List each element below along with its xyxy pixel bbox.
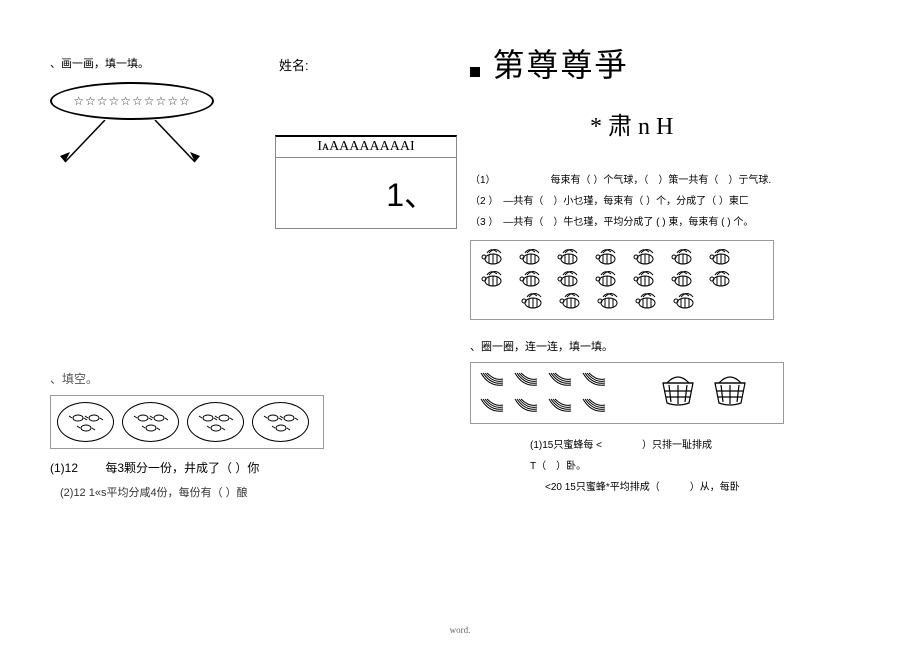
bee-question-1b: T（ ）卧。: [530, 457, 900, 472]
numbered-list: （1） 每束有（ ）个气球，（ ）策一共有（ ）亍气球. （2 ） —共有（ ）…: [470, 171, 900, 232]
fill-label: 、填空。: [50, 370, 450, 387]
list-line-3: （3 ） —共有（ ）牛乜瑾，平均分成了 ( ) 東，每束有 ( ) 个。: [470, 213, 900, 232]
bee-icon: [515, 269, 547, 289]
bee-icon: [593, 291, 625, 311]
a-row-text: IᴀAAAAAAAAI: [276, 137, 456, 158]
a-box: IᴀAAAAAAAAI 1、: [275, 135, 457, 229]
candy-group: [122, 402, 179, 442]
bee-icon: [705, 269, 737, 289]
bee-row: [517, 291, 767, 311]
right-subtitle: * 肃 n H: [590, 106, 900, 141]
list-line-2: （2 ） —共有（ ）小乜瑾，每束有（ ）个，分成了（ ）東匚: [470, 192, 900, 211]
circle-label: 、圈一圈，连一连，填一填。: [470, 338, 900, 354]
bee-question-1: (1)15只蜜蜂每 < ）只排一耻排成: [530, 436, 900, 451]
banana-icon: [477, 369, 507, 391]
bullet-icon: [470, 67, 480, 77]
candy-row: [50, 395, 324, 449]
bananas: [477, 369, 637, 417]
banana-icon: [511, 395, 541, 417]
bee-icon: [669, 291, 701, 311]
bee-row: [477, 247, 767, 267]
bee-icon: [591, 269, 623, 289]
banana-icon: [579, 369, 609, 391]
right-title-row: 第尊尊爭: [470, 40, 900, 86]
left-column: 、画一画，填一填。 姓名: ☆☆☆☆☆☆☆☆☆☆ IᴀAAAAAAAAI 1、 …: [50, 55, 450, 500]
bee-icon: [667, 269, 699, 289]
list-line-1: （1） 每束有（ ）个气球，（ ）策一共有（ ）亍气球.: [470, 171, 900, 190]
baskets: [657, 369, 751, 417]
bee-icon: [667, 247, 699, 267]
candy-group: [187, 402, 244, 442]
q1-prefix: (1)12: [50, 461, 78, 475]
stars: ☆☆☆☆☆☆☆☆☆☆: [73, 94, 191, 108]
bee-question-2: <20 15只蜜蜂*平均排成（ ）从，每卧: [545, 478, 900, 493]
bee-icon: [705, 247, 737, 267]
draw-label: 、画一画，填一填。: [50, 55, 149, 74]
bee-icon: [555, 291, 587, 311]
banana-icon: [545, 369, 575, 391]
star-oval: ☆☆☆☆☆☆☆☆☆☆: [50, 82, 214, 120]
q1-text: 每3颗分一份，井成了（ ）你: [105, 461, 259, 475]
bee-icon: [517, 291, 549, 311]
title-row: 、画一画，填一填。 姓名:: [50, 55, 450, 74]
candy-group: [252, 402, 309, 442]
bee-icon: [553, 269, 585, 289]
banana-icon: [477, 395, 507, 417]
question-2: (2)12 1«s平均分咸4份，每份有（ ）酿: [60, 484, 450, 500]
banana-icon: [545, 395, 575, 417]
banana-icon: [579, 395, 609, 417]
basket-icon: [657, 369, 699, 407]
bee-row: [477, 269, 767, 289]
bee-icon: [591, 247, 623, 267]
bees-box: [470, 240, 774, 320]
question-1: (1)12 每3颗分一份，井成了（ ）你: [50, 459, 450, 476]
bee-icon: [477, 247, 509, 267]
bee-icon: [629, 247, 661, 267]
split-arrows: [50, 120, 210, 170]
banana-box: [470, 362, 784, 424]
right-column: 第尊尊爭 * 肃 n H （1） 每束有（ ）个气球，（ ）策一共有（ ）亍气球…: [470, 40, 900, 493]
right-title: 第尊尊爭: [492, 47, 628, 83]
bee-icon: [515, 247, 547, 267]
big-number: 1、: [276, 158, 456, 228]
candy-group: [57, 402, 114, 442]
bee-icon: [477, 269, 509, 289]
bee-icon: [553, 247, 585, 267]
banana-icon: [511, 369, 541, 391]
name-label: 姓名:: [279, 55, 309, 74]
bee-icon: [631, 291, 663, 311]
footer: word.: [0, 625, 920, 635]
basket-icon: [709, 369, 751, 407]
bee-icon: [629, 269, 661, 289]
